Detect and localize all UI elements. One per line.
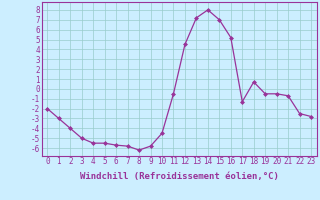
X-axis label: Windchill (Refroidissement éolien,°C): Windchill (Refroidissement éolien,°C) <box>80 172 279 181</box>
